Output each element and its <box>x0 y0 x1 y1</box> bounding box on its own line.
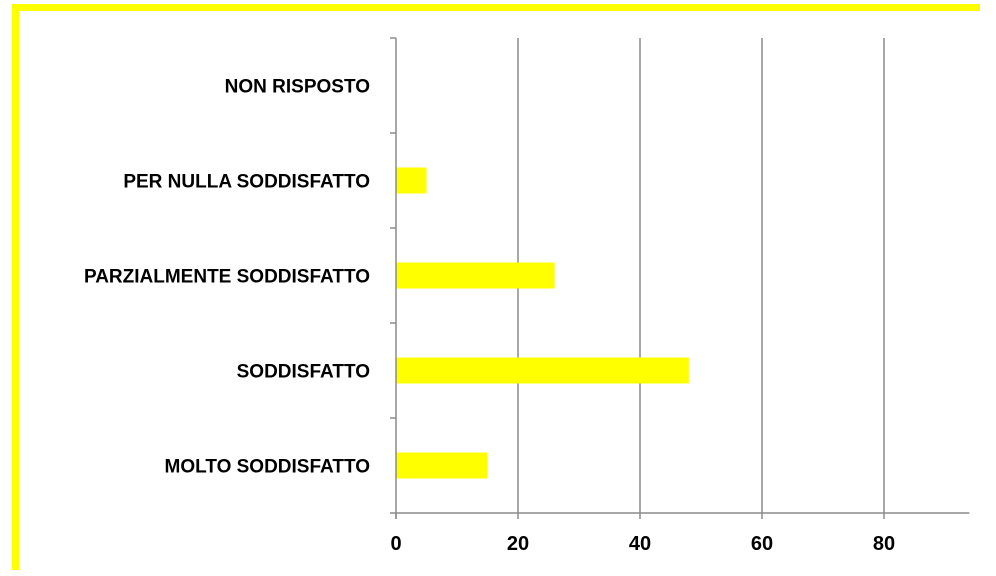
bar-1 <box>396 167 427 194</box>
category-label-2: PARZIALMENTE SODDISFATTO <box>84 267 370 288</box>
category-label-3: SODDISFATTO <box>237 362 370 383</box>
bar-4 <box>396 452 488 479</box>
bar-3 <box>396 357 689 384</box>
x-tick-label-40: 40 <box>629 533 651 555</box>
x-tick-label-80: 80 <box>873 533 895 555</box>
labels: NON RISPOSTO PER NULLA SODDISFATTO PARZIAL… <box>84 77 895 556</box>
category-label-1: PER NULLA SODDISFATTO <box>123 172 370 193</box>
gridlines <box>517 38 885 513</box>
x-tick-label-20: 20 <box>507 533 529 555</box>
category-label-4: MOLTO SODDISFATTO <box>165 457 370 478</box>
axes <box>390 37 970 519</box>
bar-2 <box>396 262 555 289</box>
bars <box>396 167 689 479</box>
x-tick-label-60: 60 <box>751 533 773 555</box>
x-tick-label-0: 0 <box>390 533 401 555</box>
category-label-0: NON RISPOSTO <box>225 77 370 98</box>
